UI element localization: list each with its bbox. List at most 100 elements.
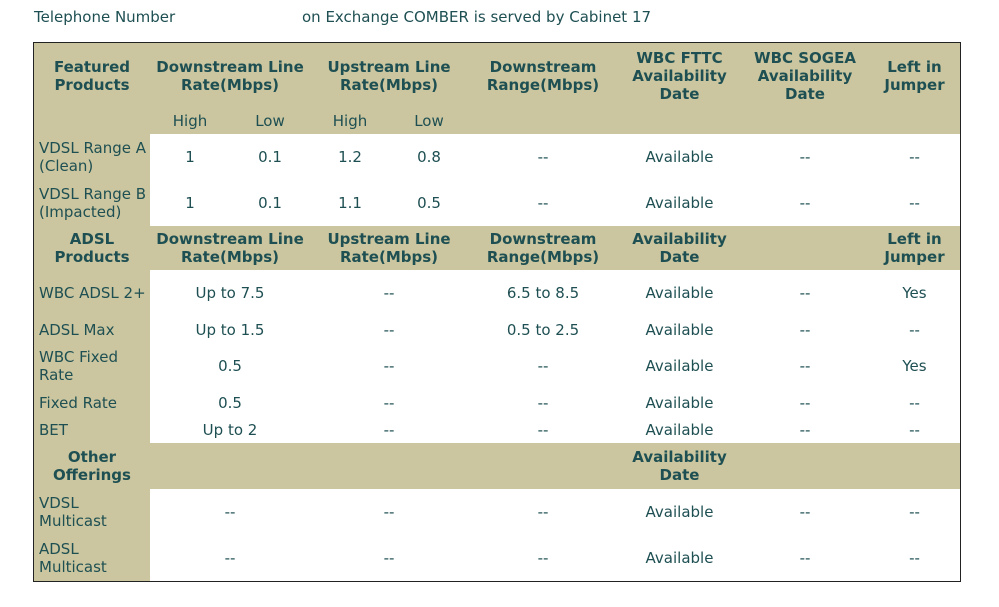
cell-fttc-date: Available	[618, 180, 741, 226]
cell-range: 6.5 to 8.5	[468, 270, 618, 316]
cell-up-high: 1.1	[310, 180, 390, 226]
other-header-row: Other Offerings Availability Date	[34, 443, 960, 489]
table-row: VDSL Range B (Impacted) 1 0.1 1.1 0.5 --…	[34, 180, 960, 226]
cell-upstream: --	[310, 489, 468, 535]
col-upstream-line-rate: Upstream Line Rate(Mbps)	[327, 230, 451, 266]
cell-down-low: 0.1	[230, 180, 310, 226]
featured-subheader-row: High Low High Low	[34, 108, 960, 134]
cell-range: --	[468, 180, 618, 226]
availability-table: Featured Products Downstream Line Rate(M…	[34, 43, 960, 581]
cell-jumper: --	[869, 180, 960, 226]
product-name: Fixed Rate	[34, 389, 150, 416]
cell-availability: Available	[618, 316, 741, 343]
cell-upstream: --	[310, 270, 468, 316]
cell-down-low: 0.1	[230, 134, 310, 180]
cell-extra: --	[741, 535, 869, 581]
cell-availability: Available	[618, 343, 741, 389]
product-name: VDSL Range A (Clean)	[34, 134, 150, 180]
cell-jumper: Yes	[869, 270, 960, 316]
table-row: WBC Fixed Rate 0.5 -- -- Available -- Ye…	[34, 343, 960, 389]
cell-sogea-date: --	[741, 180, 869, 226]
col-left-in-jumper: Left in Jumper	[884, 57, 945, 94]
table-row: BET Up to 2 -- -- Available -- --	[34, 416, 960, 443]
cell-downstream: Up to 2	[150, 416, 310, 443]
col-downstream-range: Downstream Range(Mbps)	[486, 230, 600, 266]
table-row: WBC ADSL 2+ Up to 7.5 -- 6.5 to 8.5 Avai…	[34, 270, 960, 316]
topline: Telephone Number on Exchange COMBER is s…	[34, 8, 999, 28]
product-name: VDSL Multicast	[34, 489, 150, 535]
cell-range: --	[468, 416, 618, 443]
cell-up-low: 0.8	[390, 134, 468, 180]
col-wbc-fttc-date: WBC FTTC Availability Date	[632, 48, 727, 103]
product-name: WBC ADSL 2+	[34, 270, 150, 316]
cell-downstream: Up to 7.5	[150, 270, 310, 316]
col-availability-date: Availability Date	[632, 230, 727, 266]
cell-extra: --	[741, 416, 869, 443]
availability-table-wrapper: Featured Products Downstream Line Rate(M…	[33, 42, 961, 582]
cell-fttc-date: Available	[618, 134, 741, 180]
cell-jumper: Yes	[869, 343, 960, 389]
cell-availability: Available	[618, 389, 741, 416]
col-empty	[741, 226, 869, 270]
subheader-up-low: Low	[390, 108, 468, 134]
product-name: BET	[34, 416, 150, 443]
featured-header-row: Featured Products Downstream Line Rate(M…	[34, 43, 960, 108]
cell-down-high: 1	[150, 134, 230, 180]
cell-jumper: --	[869, 416, 960, 443]
table-row: ADSL Max Up to 1.5 -- 0.5 to 2.5 Availab…	[34, 316, 960, 343]
col-other-offerings: Other Offerings	[53, 448, 131, 484]
col-featured-products: Featured Products	[53, 57, 131, 94]
table-row: VDSL Multicast -- -- -- Available -- --	[34, 489, 960, 535]
cell-upstream: --	[310, 343, 468, 389]
table-row: VDSL Range A (Clean) 1 0.1 1.2 0.8 -- Av…	[34, 134, 960, 180]
cell-upstream: --	[310, 416, 468, 443]
cell-extra: --	[741, 270, 869, 316]
cell-upstream: --	[310, 389, 468, 416]
table-row: Fixed Rate 0.5 -- -- Available -- --	[34, 389, 960, 416]
cell-availability: Available	[618, 489, 741, 535]
cell-sogea-date: --	[741, 134, 869, 180]
cell-extra: --	[741, 389, 869, 416]
col-wbc-sogea-date: WBC SOGEA Availability Date	[754, 48, 856, 103]
cell-range: --	[468, 535, 618, 581]
col-upstream-line-rate: Upstream Line Rate(Mbps)	[327, 57, 451, 94]
cell-extra: --	[741, 316, 869, 343]
cell-up-low: 0.5	[390, 180, 468, 226]
col-availability-date: Availability Date	[632, 448, 727, 484]
cell-down-high: 1	[150, 180, 230, 226]
cell-range: --	[468, 389, 618, 416]
cell-upstream: --	[310, 535, 468, 581]
col-left-in-jumper: Left in Jumper	[884, 230, 945, 266]
cell-jumper: --	[869, 389, 960, 416]
cell-jumper: --	[869, 535, 960, 581]
col-downstream-line-rate: Downstream Line Rate(Mbps)	[156, 57, 304, 94]
cell-availability: Available	[618, 535, 741, 581]
table-row: ADSL Multicast -- -- -- Available -- --	[34, 535, 960, 581]
subheader-empty	[34, 108, 150, 134]
cell-upstream: --	[310, 316, 468, 343]
cell-availability: Available	[618, 270, 741, 316]
col-downstream-range: Downstream Range(Mbps)	[486, 57, 600, 94]
cell-downstream: 0.5	[150, 343, 310, 389]
subheader-up-high: High	[310, 108, 390, 134]
product-name: ADSL Multicast	[34, 535, 150, 581]
telephone-number-label: Telephone Number	[34, 8, 176, 26]
cell-downstream: --	[150, 489, 310, 535]
subheader-down-high: High	[150, 108, 230, 134]
cell-jumper: --	[869, 316, 960, 343]
cell-downstream: --	[150, 535, 310, 581]
cell-downstream: Up to 1.5	[150, 316, 310, 343]
product-name: VDSL Range B (Impacted)	[34, 180, 150, 226]
cell-availability: Available	[618, 416, 741, 443]
col-downstream-line-rate: Downstream Line Rate(Mbps)	[156, 230, 304, 266]
cell-jumper: --	[869, 134, 960, 180]
product-name: ADSL Max	[34, 316, 150, 343]
cell-range: --	[468, 343, 618, 389]
col-adsl-products: ADSL Products	[54, 230, 130, 266]
cell-jumper: --	[869, 489, 960, 535]
cell-downstream: 0.5	[150, 389, 310, 416]
cell-range: --	[468, 489, 618, 535]
exchange-info: on Exchange COMBER is served by Cabinet …	[302, 8, 652, 26]
cell-up-high: 1.2	[310, 134, 390, 180]
cell-range: 0.5 to 2.5	[468, 316, 618, 343]
